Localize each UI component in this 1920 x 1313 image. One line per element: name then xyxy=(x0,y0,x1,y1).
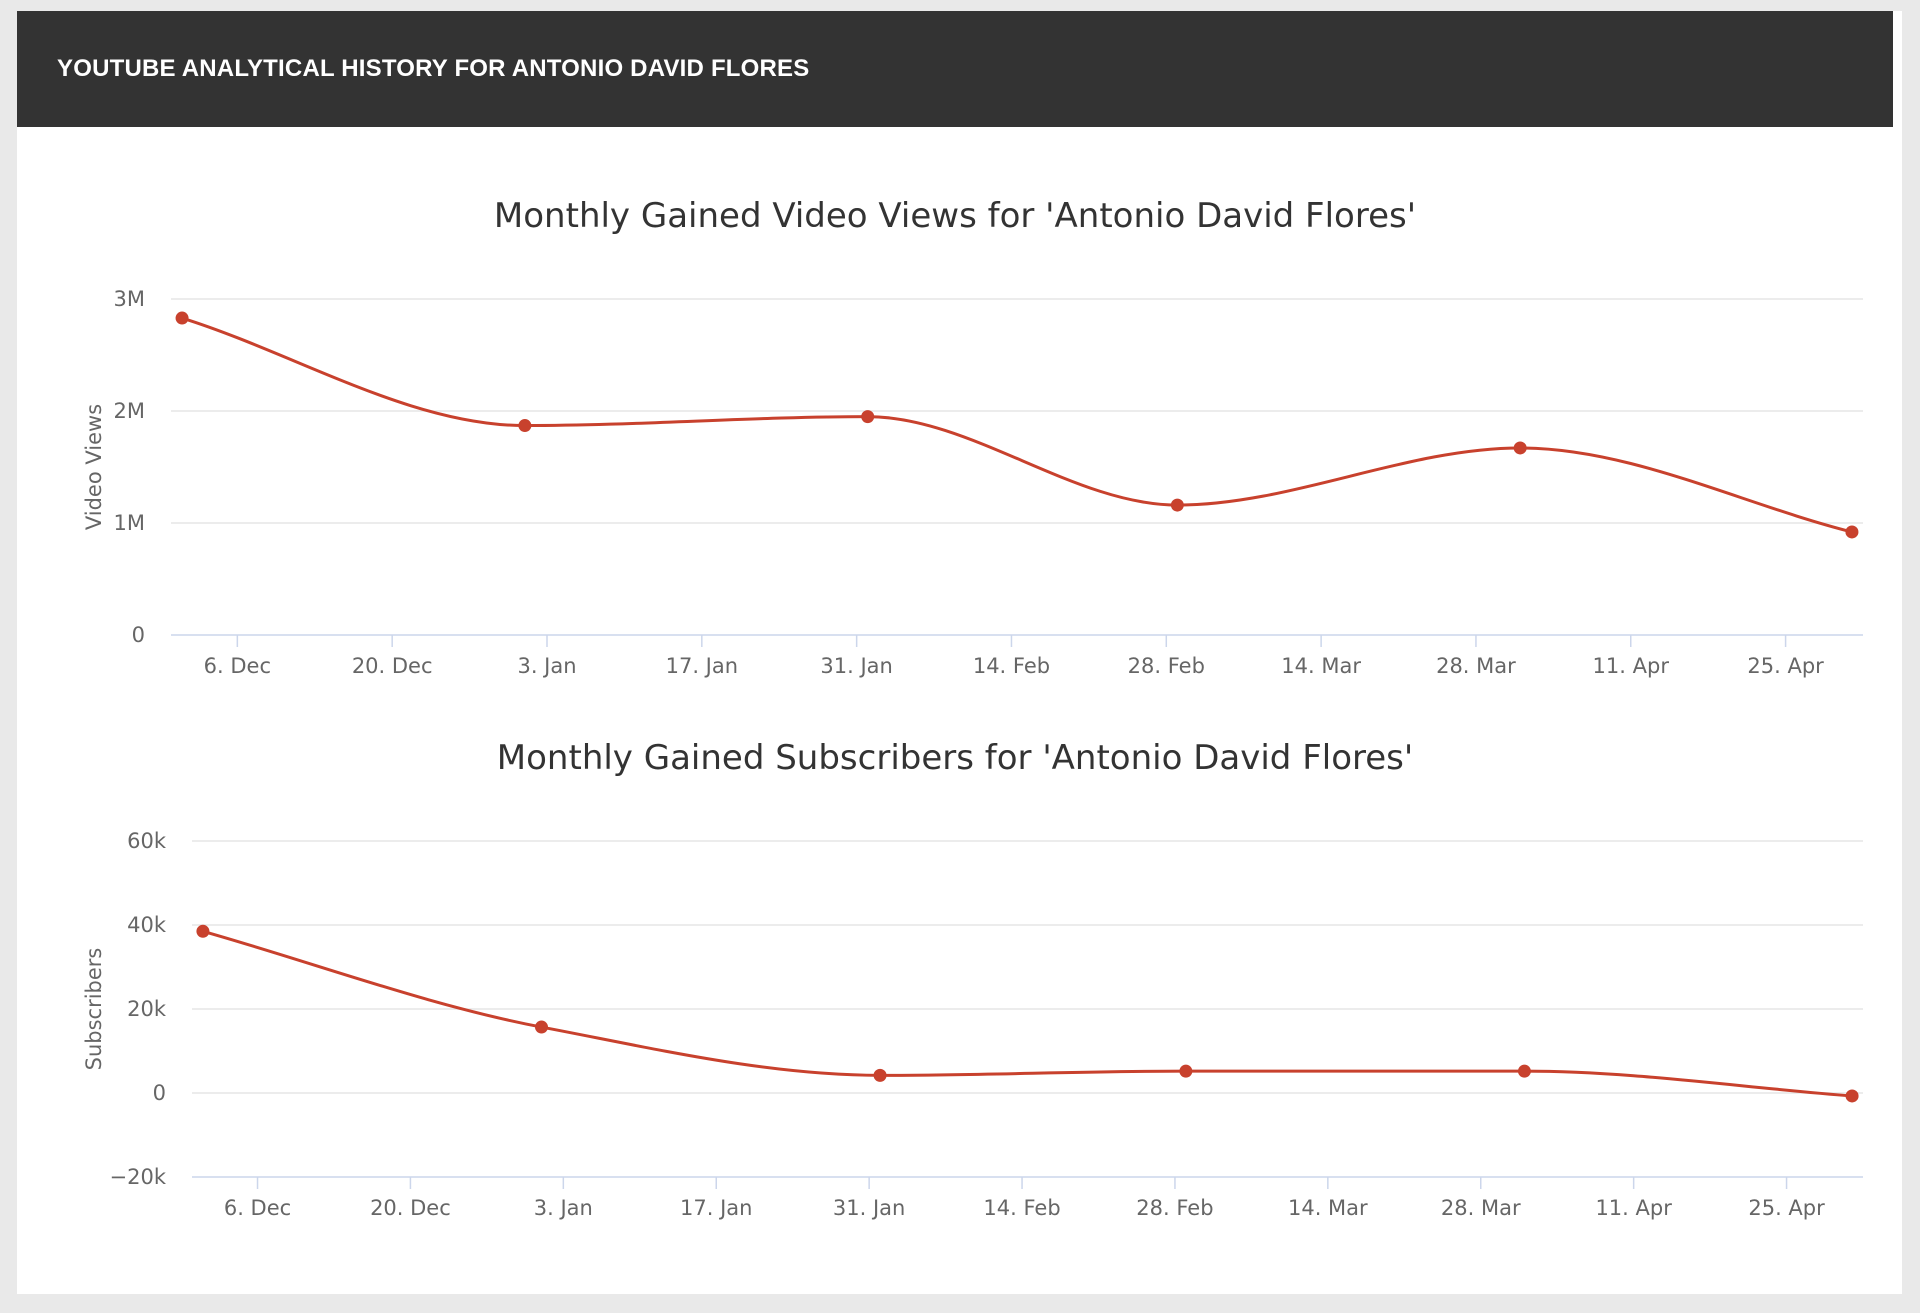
x-tick-label: 28. Feb xyxy=(1128,654,1205,678)
y-tick-label: 40k xyxy=(127,913,167,937)
x-tick-label: 25. Apr xyxy=(1747,654,1824,678)
data-point[interactable] xyxy=(1170,498,1184,512)
x-tick-label: 28. Feb xyxy=(1136,1196,1213,1220)
series-line xyxy=(202,929,1853,1098)
panel-header: YOUTUBE ANALYTICAL HISTORY FOR ANTONIO D… xyxy=(17,11,1893,127)
x-tick-label: 14. Feb xyxy=(973,654,1050,678)
subscribers-chart: Monthly Gained Subscribers for 'Antonio … xyxy=(82,738,1863,1220)
data-point[interactable] xyxy=(1513,441,1527,455)
x-tick-label: 11. Apr xyxy=(1595,1196,1672,1220)
x-tick-label: 6. Dec xyxy=(224,1196,291,1220)
y-axis-title: Video Views xyxy=(82,404,106,530)
data-point[interactable] xyxy=(1845,525,1859,539)
y-tick-label: 1M xyxy=(114,511,145,535)
data-point[interactable] xyxy=(518,419,532,433)
y-tick-label: 20k xyxy=(127,997,167,1021)
x-tick-label: 31. Jan xyxy=(820,654,892,678)
panel-header-title: YOUTUBE ANALYTICAL HISTORY FOR ANTONIO D… xyxy=(57,55,810,82)
x-tick-label: 25. Apr xyxy=(1748,1196,1825,1220)
x-tick-label: 6. Dec xyxy=(204,654,271,678)
data-point[interactable] xyxy=(1845,1089,1859,1103)
x-tick-label: 14. Mar xyxy=(1281,654,1361,678)
y-tick-label: 0 xyxy=(153,1081,166,1105)
x-tick-label: 28. Mar xyxy=(1436,654,1516,678)
x-tick-label: 17. Jan xyxy=(680,1196,752,1220)
y-tick-label: 60k xyxy=(127,829,167,853)
chart-title: Monthly Gained Video Views for 'Antonio … xyxy=(494,196,1416,236)
data-point[interactable] xyxy=(534,1020,548,1034)
x-tick-label: 14. Mar xyxy=(1288,1196,1368,1220)
y-axis-title: Subscribers xyxy=(82,948,106,1071)
x-tick-label: 31. Jan xyxy=(833,1196,905,1220)
data-point[interactable] xyxy=(175,311,189,325)
chart-title: Monthly Gained Subscribers for 'Antonio … xyxy=(497,738,1413,778)
y-tick-label: 3M xyxy=(114,287,145,311)
y-tick-label: 2M xyxy=(114,399,145,423)
data-point[interactable] xyxy=(861,410,875,424)
y-tick-label: 0 xyxy=(132,623,145,647)
data-point[interactable] xyxy=(1517,1064,1531,1078)
video-views-chart: Monthly Gained Video Views for 'Antonio … xyxy=(82,196,1863,678)
data-point[interactable] xyxy=(873,1068,887,1082)
analytics-panel: YOUTUBE ANALYTICAL HISTORY FOR ANTONIO D… xyxy=(17,11,1902,1294)
x-tick-label: 3. Jan xyxy=(534,1196,593,1220)
y-tick-label: −20k xyxy=(110,1165,167,1189)
x-tick-label: 14. Feb xyxy=(983,1196,1060,1220)
x-tick-label: 17. Jan xyxy=(666,654,738,678)
x-tick-label: 20. Dec xyxy=(352,654,433,678)
series-line xyxy=(181,316,1853,534)
x-tick-label: 20. Dec xyxy=(370,1196,451,1220)
data-point[interactable] xyxy=(196,924,210,938)
x-tick-label: 28. Mar xyxy=(1441,1196,1521,1220)
x-tick-label: 11. Apr xyxy=(1593,654,1670,678)
x-tick-label: 3. Jan xyxy=(517,654,576,678)
data-point[interactable] xyxy=(1179,1064,1193,1078)
